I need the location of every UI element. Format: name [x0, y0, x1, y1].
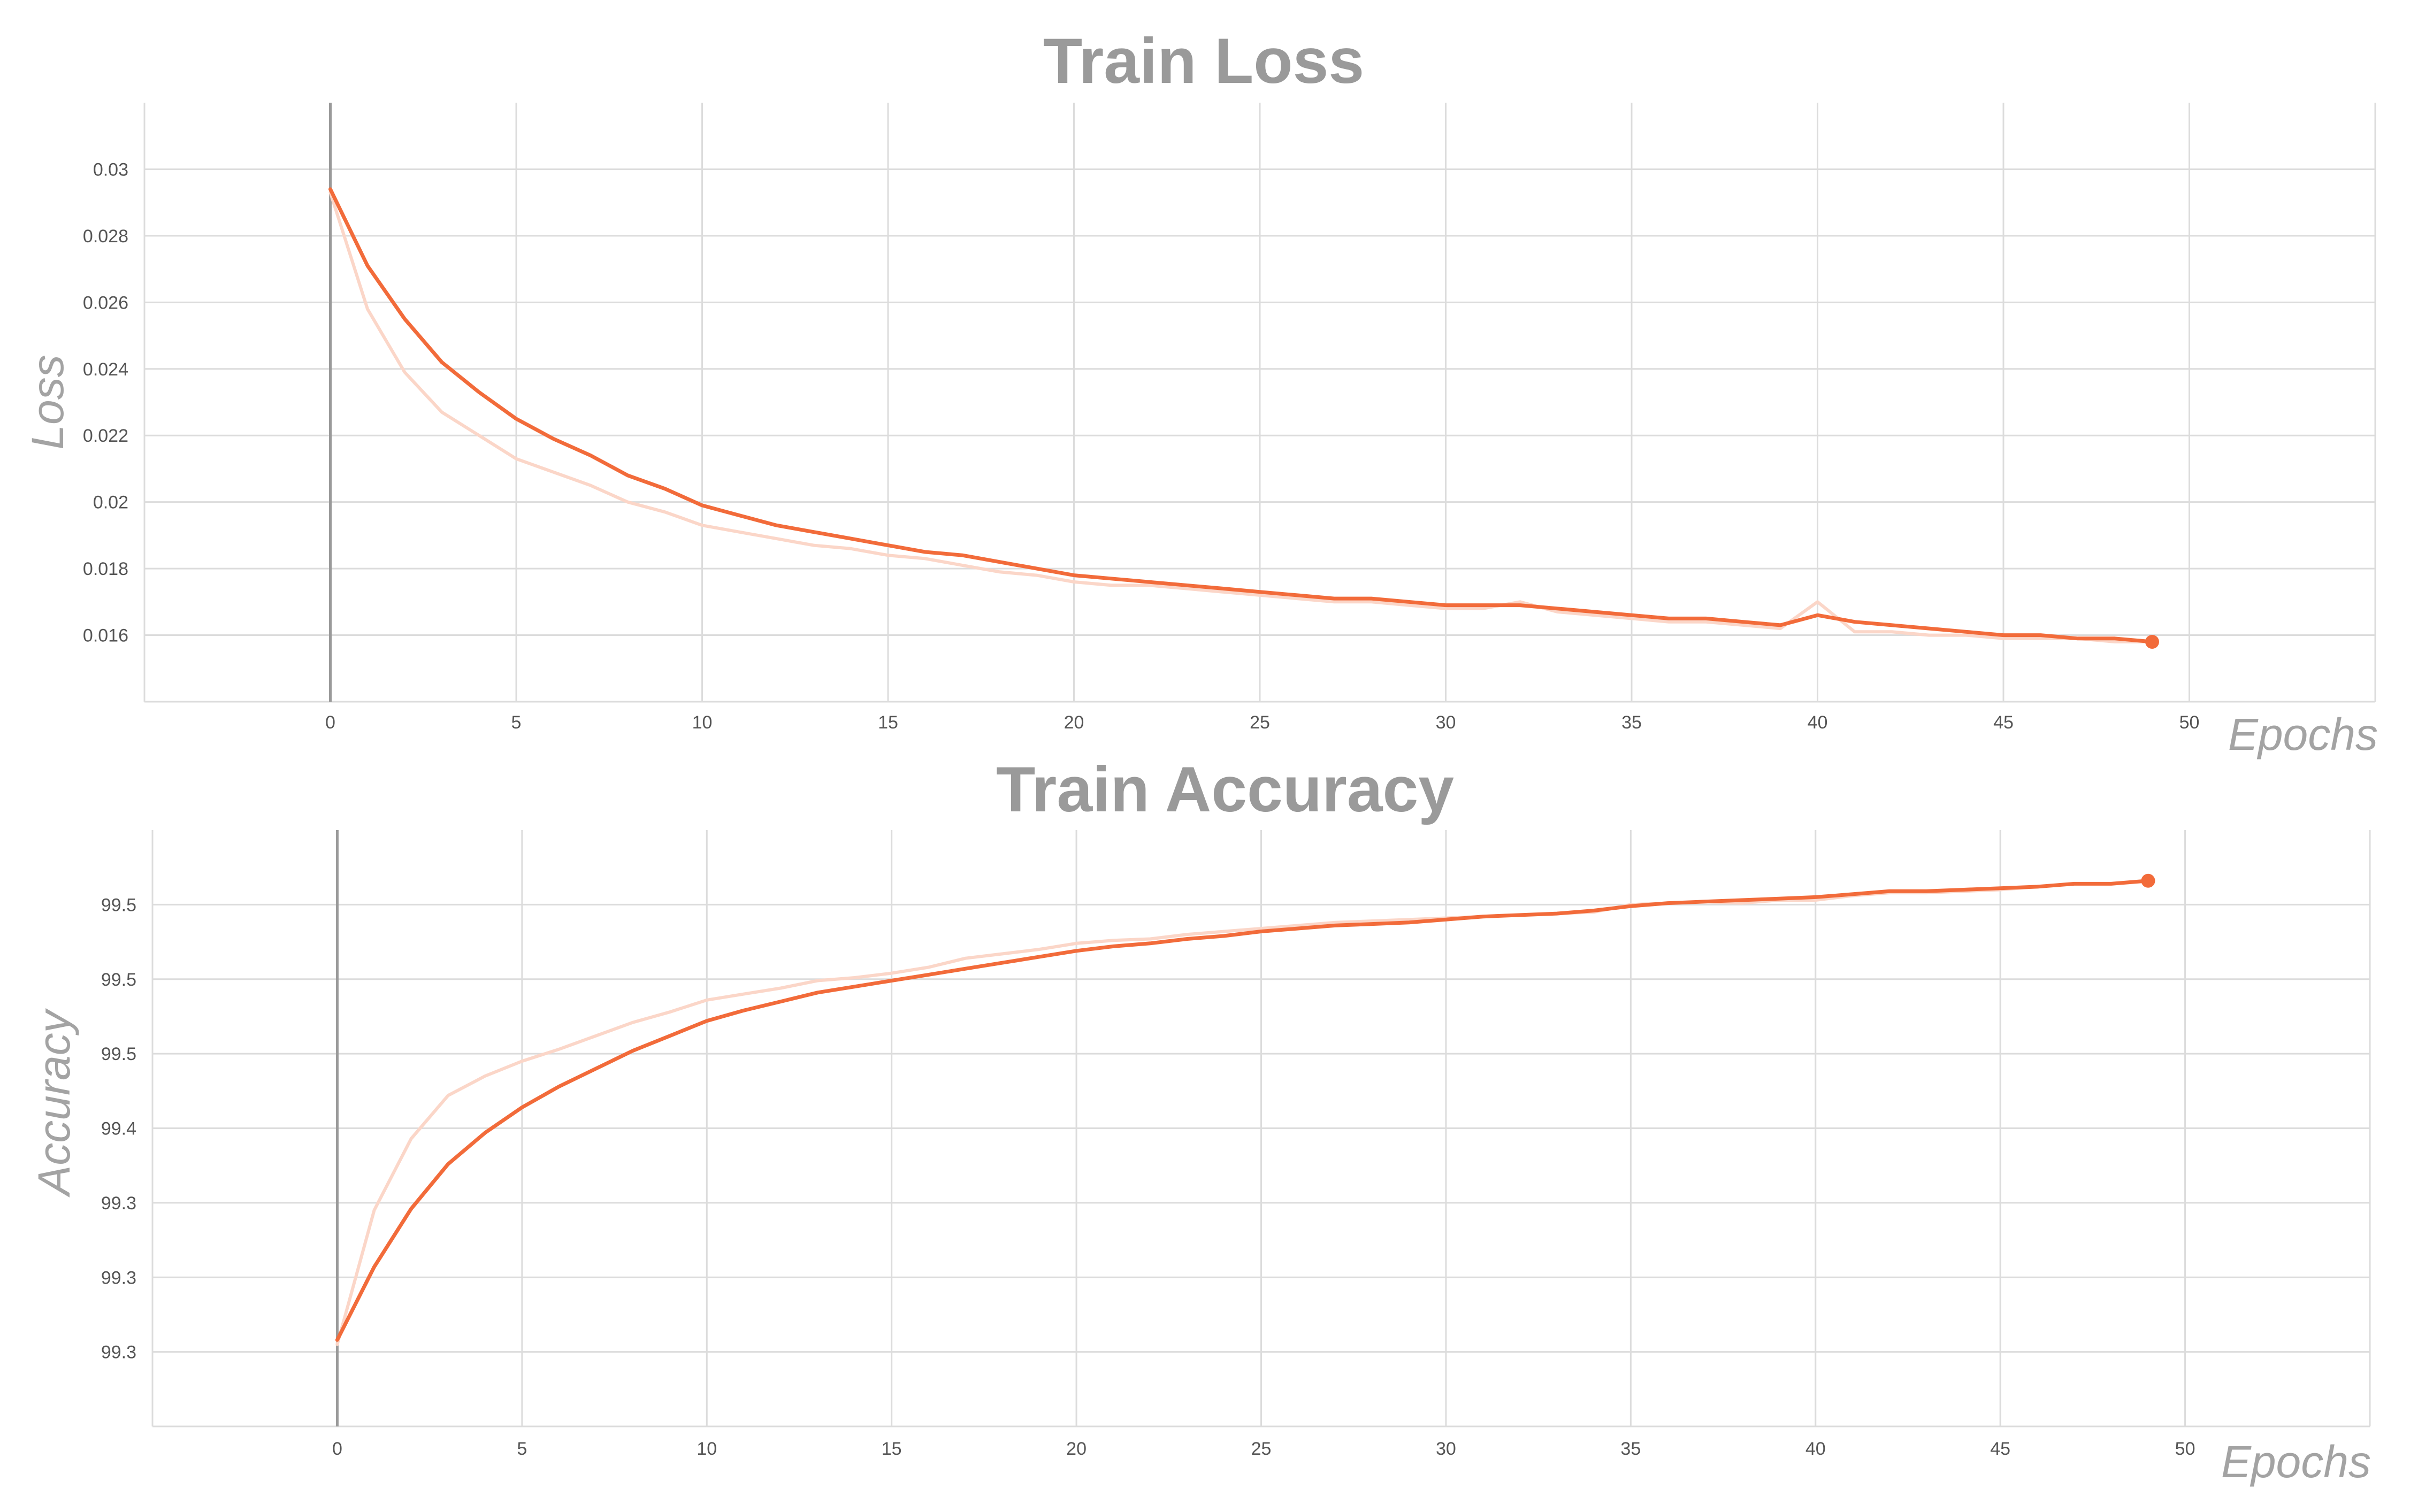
x-tick-label: 40 [1805, 1439, 1826, 1459]
y-axis-label: Accuracy [29, 1008, 79, 1198]
series-end-point [2145, 635, 2159, 649]
y-tick-label: 99.3 [101, 1193, 136, 1214]
y-tick-label: 99.5 [101, 1044, 136, 1064]
x-tick-label: 20 [1064, 712, 1084, 733]
x-tick-label: 0 [325, 712, 335, 733]
y-tick-label: 99.5 [101, 895, 136, 915]
series-line-raw [328, 191, 2154, 643]
y-tick-label: 0.018 [83, 559, 128, 579]
x-tick-label: 50 [2175, 1439, 2195, 1459]
x-tick-label: 25 [1250, 712, 1270, 733]
x-tick-label: 50 [2179, 712, 2200, 733]
x-tick-label: 15 [882, 1439, 902, 1459]
x-tick-label: 30 [1436, 1439, 1456, 1459]
x-tick-label: 5 [517, 1439, 527, 1459]
x-axis-label: Epochs [2221, 1437, 2371, 1487]
x-tick-label: 5 [511, 712, 522, 733]
series-line-smoothed [335, 879, 2150, 1342]
x-tick-label: 35 [1621, 712, 1642, 733]
x-tick-label: 40 [1808, 712, 1828, 733]
x-tick-label: 15 [878, 712, 898, 733]
chart-0: Train Loss 0.016 0.018 0.02 0.022 0.024 0.026 0… [22, 25, 2378, 759]
y-tick-label: 99.5 [101, 970, 136, 990]
x-tick-label: 45 [1990, 1439, 2010, 1459]
y-tick-label: 99.3 [101, 1268, 136, 1288]
y-axis-label: Loss [22, 355, 73, 449]
y-tick-label: 99.3 [101, 1342, 136, 1363]
x-tick-label: 45 [1993, 712, 2014, 733]
y-tick-label: 0.026 [83, 293, 128, 313]
y-tick-label: 99.4 [101, 1119, 136, 1139]
y-tick-label: 0.02 [93, 493, 128, 513]
x-tick-label: 10 [697, 1439, 717, 1459]
y-tick-label: 0.022 [83, 426, 128, 446]
chart-1: Train Accuracy 99.3 99.3 99.3 99.4 99.5 99.5 99… [29, 754, 2371, 1487]
y-tick-label: 0.03 [93, 159, 128, 180]
series-end-point [2141, 873, 2155, 888]
chart-title: Train Accuracy [996, 754, 1454, 825]
series-line-raw [335, 879, 2150, 1346]
series-line-smoothed [328, 187, 2154, 644]
x-tick-label: 30 [1436, 712, 1456, 733]
chart-title: Train Loss [1043, 25, 1364, 97]
y-tick-label: 0.016 [83, 626, 128, 646]
x-axis-label: Epochs [2228, 709, 2378, 759]
x-tick-label: 25 [1251, 1439, 1272, 1459]
y-tick-label: 0.028 [83, 226, 128, 247]
x-tick-label: 20 [1066, 1439, 1087, 1459]
x-tick-label: 10 [692, 712, 713, 733]
x-tick-label: 0 [332, 1439, 342, 1459]
y-tick-label: 0.024 [83, 359, 128, 380]
x-tick-label: 35 [1620, 1439, 1641, 1459]
